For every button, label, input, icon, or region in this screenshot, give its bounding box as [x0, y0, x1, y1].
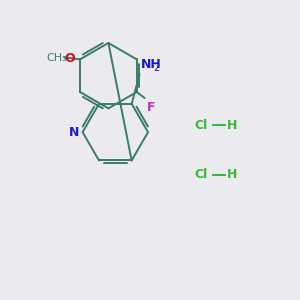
- Text: Cl: Cl: [195, 119, 208, 132]
- Text: F: F: [147, 101, 155, 114]
- Text: O: O: [65, 52, 76, 65]
- Text: NH: NH: [141, 58, 161, 71]
- Text: Cl: Cl: [195, 168, 208, 181]
- Text: H: H: [227, 119, 238, 132]
- Text: H: H: [227, 168, 238, 181]
- Text: 2: 2: [154, 63, 160, 73]
- Text: CH₃: CH₃: [46, 53, 67, 63]
- Text: N: N: [69, 126, 80, 139]
